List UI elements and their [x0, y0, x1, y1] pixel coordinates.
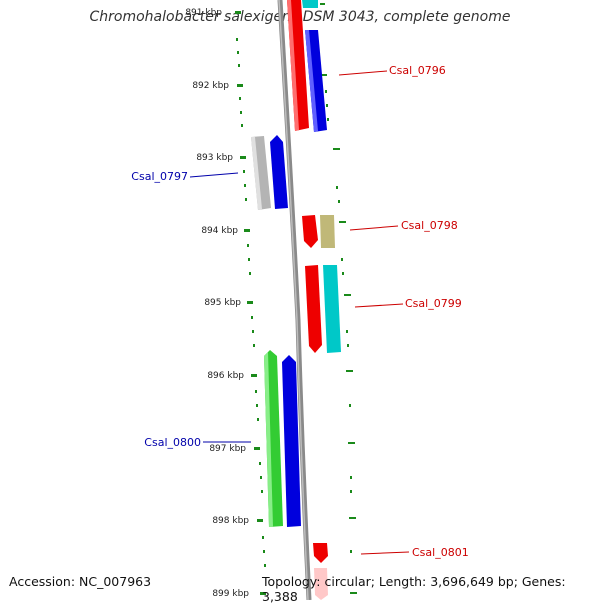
- locus-tag-csal-0801[interactable]: Csal_0801: [412, 546, 469, 559]
- genes: [251, 0, 341, 600]
- gene-csal-0801-red[interactable]: [313, 543, 328, 563]
- locus-labels[interactable]: Csal_0796 Csal_0797 Csal_0798 Csal_0799 …: [131, 64, 468, 559]
- gene-csal-0798-red[interactable]: [302, 215, 318, 248]
- kbp-label-892: 892 kbp: [192, 81, 229, 91]
- kbp-label-896: 896 kbp: [207, 371, 244, 381]
- genome-backbone: [277, 0, 312, 600]
- gene-csal-0799-red[interactable]: [305, 265, 322, 353]
- accession-text: Accession: NC_007963: [9, 574, 152, 589]
- right-scale-dots: [320, 3, 357, 594]
- gene-csal-0796-cyan[interactable]: [302, 0, 318, 8]
- kbp-ticks: [235, 11, 266, 595]
- kbp-label-891: 891 kbp: [185, 8, 222, 18]
- kbp-labels: 891 kbp 892 kbp 893 kbp 894 kbp 895 kbp …: [185, 8, 249, 599]
- locus-tag-csal-0797[interactable]: Csal_0797: [131, 170, 188, 183]
- gene-csal-0800-blue[interactable]: [282, 355, 301, 527]
- locus-tag-csal-0799[interactable]: Csal_0799: [405, 297, 462, 310]
- kbp-label-893: 893 kbp: [196, 153, 233, 163]
- kbp-label-899: 899 kbp: [212, 589, 249, 599]
- locus-tag-csal-0796[interactable]: Csal_0796: [389, 64, 446, 77]
- gene-csal-0797-blue[interactable]: [270, 135, 288, 209]
- locus-tag-csal-0800[interactable]: Csal_0800: [144, 436, 201, 449]
- locus-tag-csal-0798[interactable]: Csal_0798: [401, 219, 458, 232]
- kbp-label-895: 895 kbp: [204, 298, 241, 308]
- gene-csal-0799-cyan[interactable]: [323, 265, 341, 353]
- kbp-label-897: 897 kbp: [209, 444, 246, 454]
- kbp-label-898: 898 kbp: [212, 516, 249, 526]
- left-scale-dots: [236, 38, 266, 567]
- kbp-label-894: 894 kbp: [201, 226, 238, 236]
- gene-csal-0801-pink[interactable]: [314, 568, 328, 600]
- gene-csal-0798-olive[interactable]: [320, 215, 335, 248]
